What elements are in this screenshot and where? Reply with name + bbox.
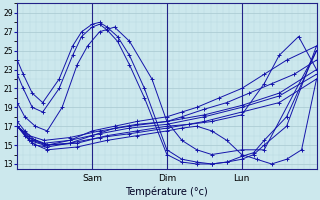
X-axis label: Température (°c): Température (°c) (125, 186, 208, 197)
